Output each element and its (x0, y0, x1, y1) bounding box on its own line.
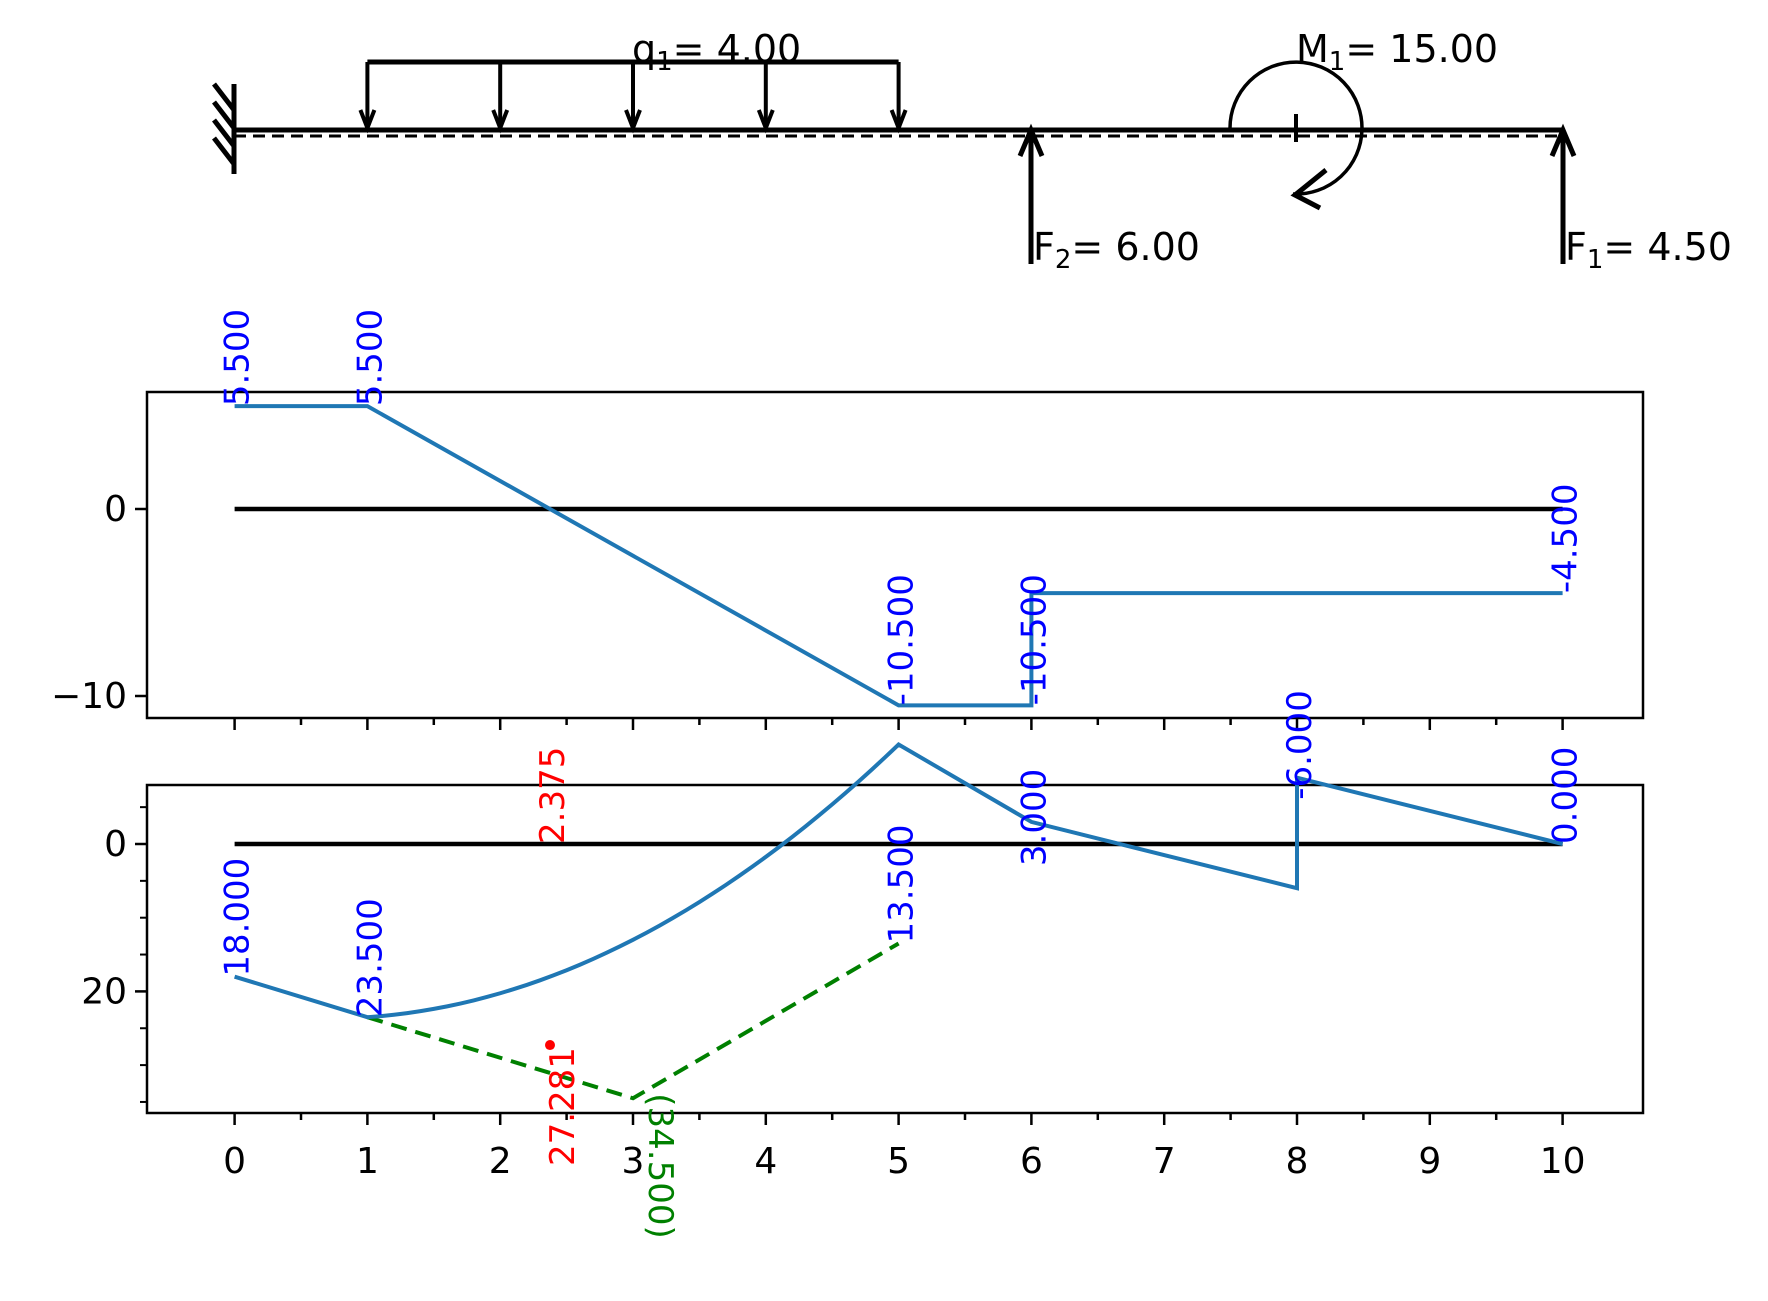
moment-label: M1= 15.00 (1296, 27, 1498, 77)
force-f2-label: F2= 6.00 (1033, 225, 1200, 275)
beam-diagram: q1= 4.00 M1= 15.00 F2= 6.00 F1= 4.50 (212, 27, 1732, 275)
moment-value-label: 18.000 (218, 858, 258, 977)
shear-line (234, 404, 1563, 708)
moment-value-label: 3.000 (1014, 769, 1054, 866)
fixed-support-icon (212, 82, 237, 174)
down-arrow-icon (624, 109, 642, 134)
shear-value-label: -10.500 (882, 574, 922, 705)
shear-value-label: 5.500 (350, 309, 390, 406)
x-tick-label: 1 (356, 1141, 379, 1182)
distributed-load (358, 59, 908, 134)
x-tick-label: 9 (1418, 1141, 1441, 1182)
shear-force-plot: 0 −10 5.500 5.500 -10.500 -10.500 -4.500 (51, 309, 1645, 730)
tangent-peak-label: (34.500) (640, 1093, 680, 1239)
x-tick-label: 2 (489, 1141, 512, 1182)
moment-value-label: 0.000 (1546, 747, 1586, 844)
y-tick-label: −10 (51, 676, 127, 717)
down-arrow-icon (756, 109, 775, 134)
x-tick-label: 0 (223, 1141, 246, 1182)
moment-arrow-icon (1228, 60, 1364, 211)
moment-value-label: -6.000 (1280, 690, 1320, 800)
extremum-point (545, 1040, 555, 1051)
shear-value-label: -4.500 (1546, 484, 1586, 594)
y-tick-label: 0 (104, 824, 127, 865)
shear-value-label: 5.500 (218, 309, 258, 406)
up-arrow-icon (1549, 123, 1577, 264)
bending-moment-plot: 0 20 0 1 2 3 4 5 6 7 8 9 10 18.000 23.500 13.500 3.000 -6… (81, 690, 1645, 1239)
down-arrow-icon (358, 109, 377, 134)
moment-value-label: 13.500 (882, 825, 922, 944)
up-arrow-icon (1017, 123, 1045, 264)
distributed-load-label: q1= 4.00 (632, 27, 801, 77)
tangent-dashed-line (366, 941, 900, 1101)
x-tick-label: 10 (1540, 1141, 1586, 1182)
shear-value-label: -10.500 (1014, 574, 1054, 705)
axes-frame (145, 783, 1645, 1115)
force-f1-label: F1= 4.50 (1565, 225, 1732, 275)
extremum-x-label: 2.375 (533, 747, 573, 844)
moment-value-label: 23.500 (350, 898, 390, 1017)
down-arrow-icon (889, 109, 908, 134)
x-tick-label: 7 (1153, 1141, 1176, 1182)
moment-line (234, 742, 1564, 1020)
x-tick-label: 4 (754, 1141, 777, 1182)
y-tick-label: 0 (104, 489, 127, 530)
axes-frame (145, 390, 1645, 720)
extremum-value-label: 27.281 (543, 1047, 583, 1166)
x-tick-label: 3 (622, 1141, 645, 1182)
force-f2: F2= 6.00 (1017, 123, 1200, 275)
force-f1: F1= 4.50 (1549, 123, 1732, 275)
x-tick-label: 5 (887, 1141, 910, 1182)
x-tick-label: 8 (1286, 1141, 1309, 1182)
y-tick-label: 20 (81, 971, 127, 1012)
x-tick-label: 6 (1020, 1141, 1043, 1182)
down-arrow-icon (491, 109, 510, 134)
